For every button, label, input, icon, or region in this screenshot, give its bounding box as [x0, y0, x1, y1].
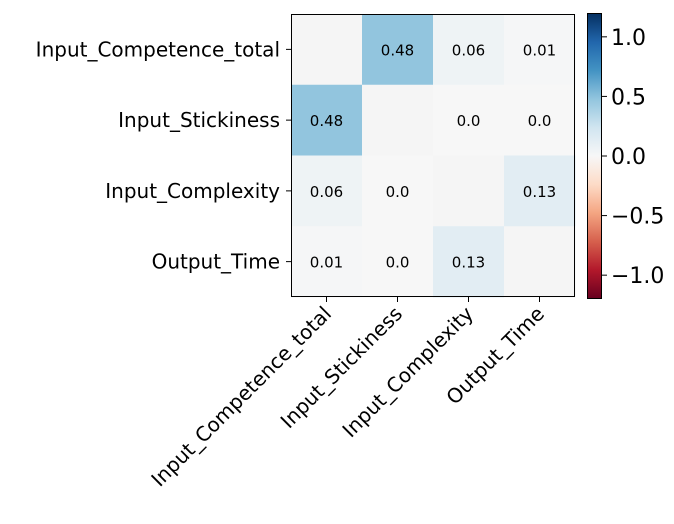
y-axis: Input_Competence_total Input_Stickiness In… [36, 37, 291, 274]
cell-value-label: 0.06 [310, 183, 343, 201]
heatmap-cell [291, 155, 363, 227]
heatmap-cell [433, 14, 505, 86]
heatmap-cell [291, 226, 363, 298]
cell-value-label: 0.06 [452, 41, 485, 59]
heatmap-cell [433, 155, 505, 227]
heatmap-cell [362, 226, 434, 298]
cell-value-label: 0.48 [381, 41, 414, 59]
x-axis: Input_Competence_totalInput_StickinessIn… [146, 297, 549, 491]
heatmap-cell [362, 84, 434, 156]
heatmap-cell [504, 155, 576, 227]
heatmap-cell [433, 226, 505, 298]
heatmap-frame [291, 14, 575, 297]
heatmap-cell [504, 14, 576, 86]
cell-value-label: 0.01 [310, 254, 343, 272]
colorbar-ticks: 1.0 0.5 0.0 −0.5 −1.0 [602, 26, 664, 289]
colorbar-tick-label: −0.5 [611, 205, 664, 230]
y-tick-label: Input_Complexity [105, 179, 280, 203]
heatmap-cell [362, 14, 434, 86]
x-tick-label: Input_Complexity [337, 301, 478, 442]
heatmap-cell-labels: 0.48 0.06 0.01 0.48 0.0 0.0 0.06 0.0 0.13 0.01 0.0… [310, 41, 556, 271]
colorbar: 1.0 0.5 0.0 −0.5 −1.0 [587, 13, 664, 299]
y-tick-label: Input_Stickiness [118, 108, 280, 132]
cell-value-label: 0.48 [310, 112, 343, 130]
heatmap-cells [291, 14, 576, 298]
x-tick-label: Input_Stickiness [276, 302, 407, 433]
cell-value-label: 0.0 [386, 183, 410, 201]
heatmap-cell [291, 84, 363, 156]
heatmap-cell [504, 226, 576, 298]
colorbar-tick-label: 1.0 [611, 26, 646, 51]
y-tick-label: Output_Time [152, 250, 280, 274]
y-tick-label: Input_Competence_total [36, 37, 280, 61]
heatmap-cell [504, 84, 576, 156]
heatmap-cell [362, 155, 434, 227]
colorbar-tick-label: 0.5 [611, 85, 646, 110]
cell-value-label: 0.0 [386, 254, 410, 272]
cell-value-label: 0.13 [523, 183, 556, 201]
cell-value-label: 0.01 [523, 41, 556, 59]
cell-value-label: 0.13 [452, 254, 485, 272]
heatmap-cell [433, 84, 505, 156]
cell-value-label: 0.0 [528, 112, 552, 130]
colorbar-tick-label: 0.0 [611, 145, 646, 170]
heatmap-cell [291, 14, 363, 86]
colorbar-gradient [587, 13, 602, 299]
cell-value-label: 0.0 [457, 112, 481, 130]
colorbar-tick-label: −1.0 [611, 264, 664, 289]
